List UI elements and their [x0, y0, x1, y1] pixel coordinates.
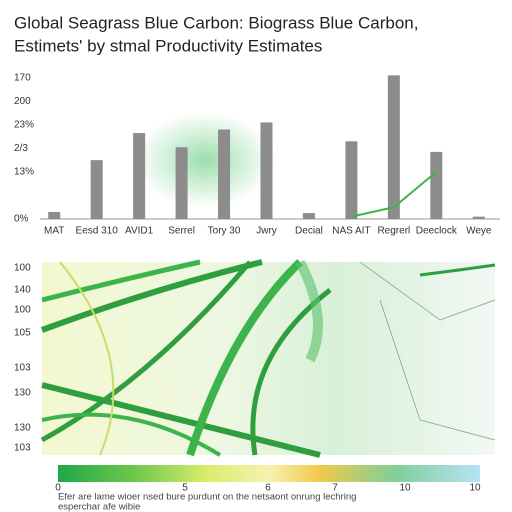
row-label: 130: [14, 423, 31, 434]
bar: [175, 147, 188, 219]
colorbar-label: 10: [399, 483, 411, 494]
y-tick-label: 170: [14, 72, 31, 83]
bar: [90, 160, 103, 219]
bar: [260, 122, 273, 219]
bar: [218, 129, 231, 219]
row-label: 100: [14, 305, 31, 316]
scatter-cloud: [135, 112, 275, 208]
x-tick-label: AVID1: [125, 226, 154, 237]
colorbar-label: 10: [469, 483, 481, 494]
bar: [302, 213, 315, 219]
bar: [472, 216, 485, 219]
chart-title: Global Seagrass Blue Carbon: Biograss Bl…: [14, 13, 418, 32]
caption: Efer are lame wioer nsed bure purdunt on…: [58, 492, 356, 503]
row-label: 140: [14, 285, 31, 296]
chart-subtitle: Estimets' by stmal Productivity Estimate…: [14, 36, 322, 55]
colorbar-label: 5: [182, 483, 188, 494]
caption: esperchar afe wibie: [58, 502, 140, 512]
y-tick-label: 200: [14, 96, 31, 107]
bar: [133, 133, 146, 219]
row-label: 103: [14, 363, 31, 374]
x-tick-label: Eesd 310: [76, 226, 119, 237]
x-tick-label: Tory 30: [208, 226, 241, 237]
y-tick-label: 0%: [14, 214, 29, 225]
x-tick-label: Deeclock: [416, 226, 458, 237]
x-tick-label: Weye: [466, 226, 492, 237]
row-label: 100: [14, 263, 31, 274]
row-label: 105: [14, 328, 31, 339]
bar: [345, 141, 358, 219]
x-tick-label: Jwry: [256, 226, 277, 237]
y-tick-label: 23%: [14, 119, 34, 130]
y-tick-label: 13%: [14, 167, 34, 178]
x-tick-label: Regrerl: [377, 226, 410, 237]
bar: [48, 211, 61, 219]
line: [351, 171, 437, 218]
map-lines: [40, 259, 496, 458]
x-tick-label: Serrel: [168, 226, 195, 237]
y-tick-label: 2/3: [14, 143, 28, 154]
x-tick-label: NAS AIT: [332, 226, 370, 237]
colorbar: [58, 465, 480, 482]
row-label: 130: [14, 388, 31, 399]
colorbar-label: 6: [265, 483, 271, 494]
colorbar-label: 0: [55, 483, 61, 494]
bar: [387, 75, 400, 220]
row-label: 103: [14, 443, 31, 454]
x-tick-label: Decial: [295, 226, 323, 237]
x-tick-label: MAT: [44, 226, 64, 237]
colorbar-label: 7: [332, 483, 338, 494]
bar: [430, 151, 443, 219]
